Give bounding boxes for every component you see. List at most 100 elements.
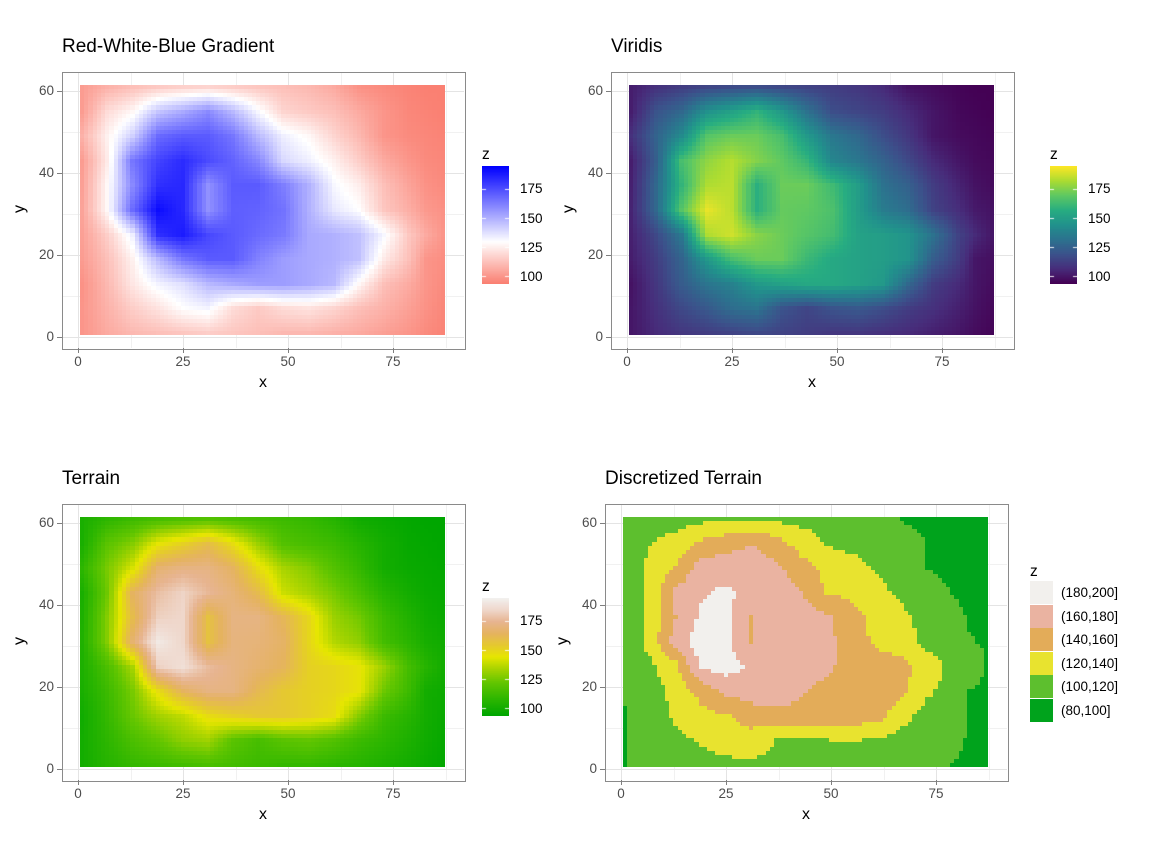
- colorbar-tick-label: 175: [520, 181, 543, 197]
- y-tick-mark: [606, 91, 611, 92]
- x-tick-mark: [627, 348, 628, 353]
- x-tick-label: 25: [724, 354, 740, 369]
- legend-title: z: [1030, 563, 1038, 580]
- x-axis-title: x: [808, 374, 816, 391]
- legend-bin-swatch: [1030, 698, 1053, 722]
- y-tick-label: 0: [46, 761, 54, 776]
- legend-bin-swatch: [1030, 628, 1053, 651]
- colorbar-tick-label: 125: [1088, 239, 1111, 255]
- y-tick-mark: [600, 769, 605, 770]
- x-tick-mark: [726, 780, 727, 785]
- panel-title: Discretized Terrain: [605, 468, 762, 489]
- x-tick-mark: [78, 348, 79, 353]
- y-tick-label: 20: [587, 247, 603, 262]
- x-tick-mark: [621, 780, 622, 785]
- colorbar-tick-label: 100: [520, 268, 543, 284]
- y-tick-label: 20: [38, 247, 54, 262]
- x-axis-title: x: [259, 374, 267, 391]
- x-tick-label: 75: [934, 354, 950, 369]
- colorbar-tick-label: 175: [1088, 181, 1111, 197]
- y-tick-label: 40: [581, 597, 597, 612]
- x-tick-mark: [393, 348, 394, 353]
- plot-panel-border: [62, 72, 466, 350]
- y-tick-label: 40: [587, 165, 603, 180]
- y-tick-label: 40: [38, 597, 54, 612]
- colorbar: [482, 598, 509, 716]
- legend-title: z: [482, 146, 490, 163]
- x-axis-title: x: [259, 806, 267, 823]
- x-tick-mark: [183, 780, 184, 785]
- gridline-vertical: [78, 504, 79, 780]
- x-tick-label: 25: [718, 786, 734, 801]
- x-tick-mark: [831, 780, 832, 785]
- x-tick-mark: [288, 780, 289, 785]
- x-tick-label: 0: [617, 786, 625, 801]
- legend-title: z: [1050, 146, 1058, 163]
- y-tick-mark: [600, 605, 605, 606]
- panel-title: Terrain: [62, 468, 121, 489]
- colorbar-tick-label: 150: [520, 642, 543, 658]
- gridline-horizontal: [62, 337, 464, 338]
- x-tick-mark: [732, 348, 733, 353]
- legend-title: z: [482, 578, 490, 595]
- plot-panel-border: [62, 504, 466, 782]
- x-tick-label: 50: [823, 786, 839, 801]
- legend-bin-label: (160,180]: [1061, 608, 1119, 624]
- colorbar-tick-label: 100: [1088, 268, 1111, 284]
- y-tick-label: 60: [38, 515, 54, 530]
- x-axis-title: x: [802, 806, 810, 823]
- x-tick-mark: [837, 348, 838, 353]
- y-tick-mark: [600, 687, 605, 688]
- colorbar-tick-label: 175: [520, 613, 543, 629]
- gridline-vertical: [78, 72, 79, 348]
- y-tick-label: 60: [587, 83, 603, 98]
- y-tick-mark: [606, 173, 611, 174]
- x-tick-mark: [78, 780, 79, 785]
- x-tick-mark: [936, 780, 937, 785]
- x-tick-label: 25: [175, 354, 191, 369]
- x-tick-label: 25: [175, 786, 191, 801]
- y-tick-label: 20: [581, 679, 597, 694]
- x-tick-label: 50: [280, 354, 296, 369]
- y-tick-mark: [57, 91, 62, 92]
- gridline-vertical: [445, 72, 447, 348]
- gridline-horizontal: [605, 769, 1007, 770]
- y-tick-mark: [606, 255, 611, 256]
- colorbar-tick-label: 150: [1088, 210, 1111, 226]
- y-tick-mark: [57, 687, 62, 688]
- gridline-vertical: [445, 504, 447, 780]
- legend-bin-swatch: [1030, 604, 1053, 628]
- y-tick-label: 60: [38, 83, 54, 98]
- panel-title: Viridis: [611, 36, 663, 57]
- x-tick-mark: [942, 348, 943, 353]
- legend-bin-label: (100,120]: [1061, 679, 1119, 694]
- y-tick-label: 0: [589, 761, 597, 776]
- y-tick-mark: [57, 173, 62, 174]
- legend-bin-swatch: [1030, 651, 1053, 675]
- heatmap-raster-canvas: [629, 85, 994, 335]
- plot-panel-border: [611, 72, 1015, 350]
- y-tick-mark: [57, 255, 62, 256]
- gridline-vertical: [627, 72, 628, 348]
- gridline-vertical: [994, 72, 996, 348]
- y-tick-mark: [57, 769, 62, 770]
- legend-bin-swatch: [1030, 675, 1053, 698]
- x-tick-label: 50: [829, 354, 845, 369]
- heatmap-raster-canvas: [623, 517, 988, 767]
- plot-panel-border: [605, 504, 1009, 782]
- y-axis-title: y: [554, 637, 571, 645]
- x-tick-label: 0: [74, 354, 82, 369]
- x-tick-mark: [183, 348, 184, 353]
- x-tick-label: 75: [385, 354, 401, 369]
- legend-bin-label: (120,140]: [1061, 655, 1119, 671]
- y-tick-mark: [57, 337, 62, 338]
- y-tick-mark: [600, 523, 605, 524]
- colorbar: [482, 166, 509, 284]
- y-tick-label: 40: [38, 165, 54, 180]
- gridline-vertical: [988, 504, 990, 780]
- y-tick-mark: [57, 523, 62, 524]
- legend-bin-swatch: [1030, 581, 1053, 604]
- gridline-horizontal: [611, 337, 1013, 338]
